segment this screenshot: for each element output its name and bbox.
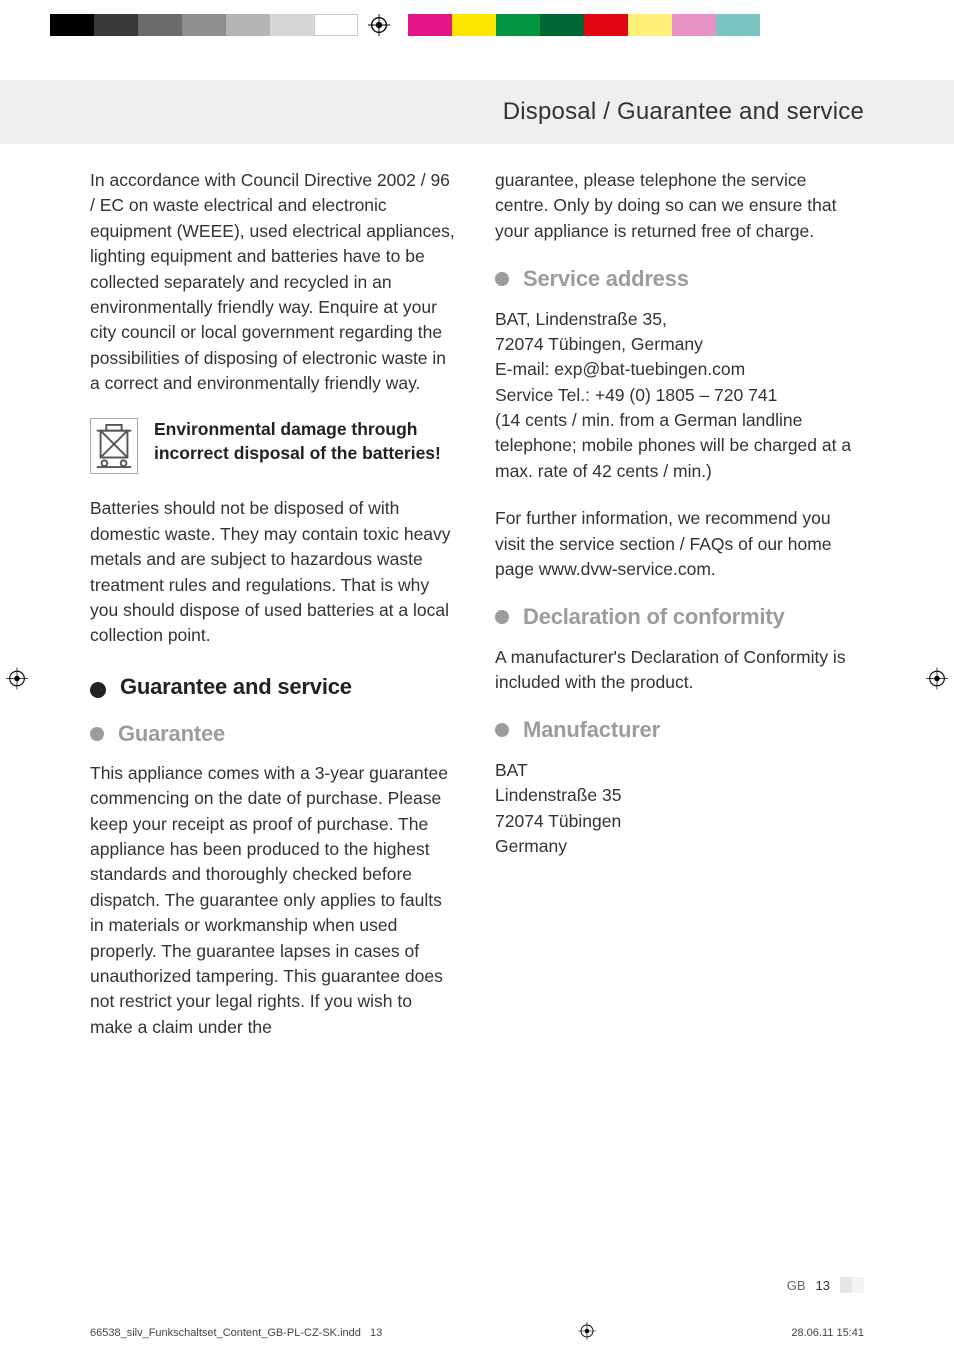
heading-text: Guarantee and service bbox=[120, 671, 352, 703]
paragraph: guarantee, please telephone the service … bbox=[495, 168, 864, 244]
export-datetime: 28.06.11 15:41 bbox=[791, 1327, 864, 1339]
paragraph: In accordance with Council Directive 200… bbox=[90, 168, 459, 396]
paragraph: A manufacturer's Declaration of Conformi… bbox=[495, 645, 864, 696]
printer-color-bar bbox=[0, 0, 954, 50]
page-footer: GB 13 bbox=[787, 1277, 864, 1293]
battery-warning-block: Environmental damage through incorrect d… bbox=[90, 418, 459, 474]
heading-text: Service address bbox=[523, 266, 689, 292]
breadcrumb: Disposal / Guarantee and service bbox=[503, 98, 864, 126]
swatch bbox=[496, 14, 540, 36]
paragraph: This appliance comes with a 3-year guara… bbox=[90, 761, 459, 1040]
language-code: GB bbox=[787, 1278, 806, 1293]
swatch bbox=[452, 14, 496, 36]
subsection-heading: Service address bbox=[495, 266, 864, 292]
content-area: In accordance with Council Directive 200… bbox=[0, 144, 954, 1062]
registration-mark-top bbox=[364, 10, 394, 40]
heading-text: Manufacturer bbox=[523, 717, 660, 743]
page-number: 13 bbox=[816, 1278, 830, 1293]
bullet-icon bbox=[90, 682, 106, 698]
swatch bbox=[50, 14, 94, 36]
warning-heading: Environmental damage through incorrect d… bbox=[154, 418, 459, 465]
swatch bbox=[628, 14, 672, 36]
paragraph: Batteries should not be disposed of with… bbox=[90, 496, 459, 648]
swatch bbox=[540, 14, 584, 36]
footer-tab bbox=[852, 1277, 864, 1293]
section-heading: Guarantee and service bbox=[90, 671, 459, 703]
manufacturer-block: BAT Lindenstraße 35 72074 Tübingen Germa… bbox=[495, 758, 864, 860]
heading-text: Guarantee bbox=[118, 721, 225, 747]
swatch bbox=[270, 14, 314, 36]
right-column: guarantee, please telephone the service … bbox=[495, 168, 864, 1062]
footer-tab bbox=[840, 1277, 852, 1293]
swatch bbox=[584, 14, 628, 36]
swatch bbox=[138, 14, 182, 36]
swatch bbox=[314, 14, 358, 36]
swatch bbox=[226, 14, 270, 36]
heading-text: Declaration of conformity bbox=[523, 604, 784, 630]
subsection-heading: Declaration of conformity bbox=[495, 604, 864, 630]
grayscale-swatches bbox=[50, 14, 358, 36]
registration-mark-left bbox=[6, 667, 28, 694]
bullet-icon bbox=[90, 727, 104, 741]
left-column: In accordance with Council Directive 200… bbox=[90, 168, 459, 1062]
registration-mark-right bbox=[926, 667, 948, 694]
weee-bin-icon bbox=[90, 418, 138, 474]
swatch bbox=[408, 14, 452, 36]
footer-tabs-icon bbox=[840, 1277, 864, 1293]
paragraph: For further information, we recommend yo… bbox=[495, 506, 864, 582]
bullet-icon bbox=[495, 272, 509, 286]
imprint-line: 66538_silv_Funkschaltset_Content_GB-PL-C… bbox=[90, 1322, 864, 1343]
color-swatches bbox=[408, 14, 760, 36]
swatch bbox=[716, 14, 760, 36]
subsection-heading: Manufacturer bbox=[495, 717, 864, 743]
bullet-icon bbox=[495, 723, 509, 737]
service-address-block: BAT, Lindenstraße 35, 72074 Tübingen, Ge… bbox=[495, 307, 864, 485]
swatch bbox=[94, 14, 138, 36]
swatch bbox=[182, 14, 226, 36]
breadcrumb-band: Disposal / Guarantee and service bbox=[0, 80, 954, 144]
subsection-heading: Guarantee bbox=[90, 721, 459, 747]
source-filename: 66538_silv_Funkschaltset_Content_GB-PL-C… bbox=[90, 1327, 382, 1339]
registration-mark-bottom bbox=[578, 1322, 596, 1343]
swatch bbox=[672, 14, 716, 36]
bullet-icon bbox=[495, 610, 509, 624]
